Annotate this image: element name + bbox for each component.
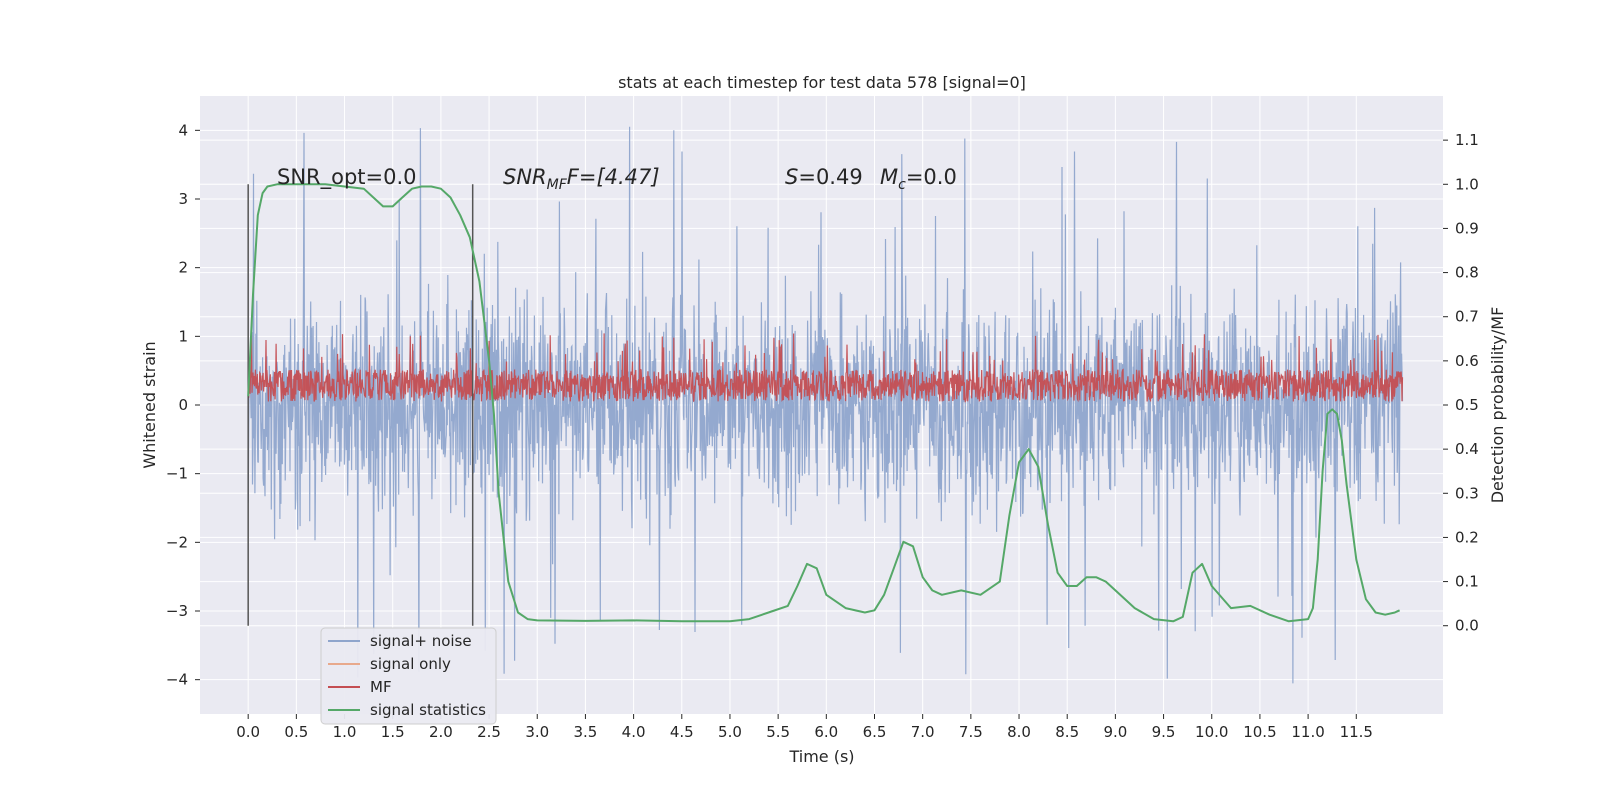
s-rest: =0.49 [798,165,862,189]
mf-line [247,333,1404,403]
signal-statistics-series [247,183,1401,623]
s-italic: S [785,165,798,189]
x-tick-label: 4.5 [670,723,694,741]
x-tick-label: 6.5 [863,723,887,741]
x-tick-label: 2.5 [477,723,501,741]
x-tick-label: 10.5 [1243,723,1276,741]
y-right-tick-label: 0.8 [1455,264,1479,282]
legend-box [320,627,497,725]
x-tick-label: 11.0 [1291,723,1324,741]
signal-statistics-line [247,183,1401,623]
x-tick-label: 9.5 [1152,723,1176,741]
x-tick-label: 3.0 [525,723,549,741]
y-left-tick-label: −3 [166,602,188,620]
y-left-axis-ticks: 4 3 2 1 0 −1 −2 −3 −4 [166,121,200,689]
y-right-axis-ticks: 1.1 1.0 0.9 0.8 0.7 0.6 0.5 0.4 0.3 0.2 0.1 0.0 [1443,131,1479,635]
y-left-axis-label: Whitened strain [140,341,159,468]
signal-noise-line [247,126,1404,684]
snr-mf-subscript: MF [547,177,568,193]
x-tick-label: 4.0 [622,723,646,741]
x-tick-label: 8.0 [1007,723,1031,741]
chart-title: stats at each timestep for test data 578… [618,73,1026,92]
snr-mf-rest: F=[4.47] [567,165,660,189]
y-right-axis-label: Detection probability/MF [1488,307,1507,504]
y-right-tick-label: 0.5 [1455,396,1479,414]
s-annotation: S=0.49 [785,165,863,189]
x-tick-label: 9.0 [1103,723,1127,741]
legend-label-signal-statistics: signal statistics [370,701,486,719]
x-tick-label: 0.0 [236,723,260,741]
x-tick-label: 1.0 [333,723,357,741]
snr-mf-annotation: SNRMFF=[4.47] [503,165,660,193]
y-right-tick-label: 0.7 [1455,308,1479,326]
x-tick-label: 10.0 [1195,723,1228,741]
x-tick-label: 5.0 [718,723,742,741]
y-left-tick-label: 0 [178,396,188,414]
grid [200,96,1443,714]
y-right-tick-label: 0.6 [1455,352,1479,370]
legend-label-mf: MF [370,678,392,696]
mc-rest: =0.0 [906,165,957,189]
legend: signal+ noise signal only MF signal stat… [320,627,497,725]
signal-noise-series [247,126,1404,684]
y-right-tick-label: 0.1 [1455,573,1479,591]
y-left-tick-label: −1 [166,465,188,483]
y-left-tick-label: −2 [166,533,188,551]
y-left-tick-label: 2 [178,259,188,277]
y-right-tick-label: 0.3 [1455,484,1479,502]
x-tick-label: 5.5 [766,723,790,741]
y-left-tick-label: −4 [166,671,188,689]
x-tick-label: 7.0 [911,723,935,741]
y-right-tick-label: 1.0 [1455,175,1479,193]
y-right-tick-label: 0.4 [1455,440,1479,458]
x-tick-label: 3.5 [573,723,597,741]
y-right-tick-label: 0.0 [1455,617,1479,635]
mc-italic: M [880,165,898,189]
y-left-tick-label: 4 [178,121,188,139]
x-tick-label: 7.5 [959,723,983,741]
x-tick-label: 0.5 [284,723,308,741]
x-tick-label: 2.0 [429,723,453,741]
x-tick-label: 8.5 [1055,723,1079,741]
mc-annotation: Mc=0.0 [880,165,957,193]
legend-label-signal-noise: signal+ noise [370,632,472,650]
y-right-tick-label: 1.1 [1455,131,1479,149]
x-axis-ticks: 0.0 0.5 1.0 1.5 2.0 2.5 3.0 3.5 4.0 4.5 5.0 5.5 6.0 6… [236,714,1373,741]
window-markers [247,184,474,626]
snr-opt-annotation: SNR_opt=0.0 [277,165,417,190]
y-right-tick-label: 0.9 [1455,219,1479,237]
y-left-tick-label: 1 [178,327,188,345]
y-left-tick-label: 3 [178,190,188,208]
x-axis-label: Time (s) [788,747,854,766]
mc-subscript: c [898,177,906,193]
x-tick-label: 1.5 [381,723,405,741]
legend-label-signal-only: signal only [370,655,451,673]
x-tick-label: 11.5 [1340,723,1373,741]
x-tick-label: 6.0 [814,723,838,741]
mf-series [247,333,1404,403]
snr-mf-italic: SNR [503,165,547,189]
y-right-tick-label: 0.2 [1455,528,1479,546]
